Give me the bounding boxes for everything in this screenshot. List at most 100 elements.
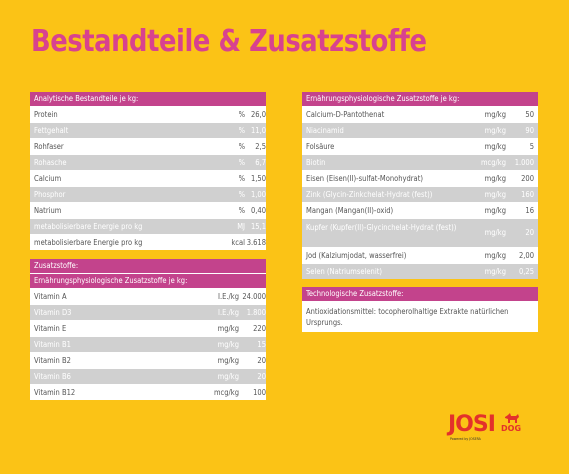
- table-row: Niacinamid mg/kg 90: [302, 123, 538, 139]
- table-row: Rohasche% 6,7: [30, 155, 266, 171]
- cell-value: 11,0: [250, 126, 266, 135]
- table-row: metabolisierbare Energie pro kg kcal 3.618: [30, 235, 266, 250]
- cell-value: 15,1: [250, 222, 266, 231]
- table-row: Jod (Kalziumjodat, wasserfrei) mg/kg 2,00: [302, 248, 538, 264]
- cell-value: 0,25: [518, 267, 534, 276]
- dog-icon: [505, 413, 519, 423]
- cell-value: 20: [257, 372, 266, 381]
- cell-unit: mg/kg: [484, 251, 506, 260]
- cell-unit: mcg/kg: [480, 158, 506, 167]
- cell-value: 3.618: [246, 238, 266, 247]
- table-row: Folsäure mg/kg 5: [302, 139, 538, 155]
- table-row: Vitamin B12 mcg/kg 100: [30, 385, 266, 400]
- logo-brand: JOSI: [448, 412, 496, 437]
- cell-unit: %: [238, 126, 245, 135]
- cell-unit: mg/kg: [217, 340, 239, 349]
- logo-sub: DOG: [501, 424, 522, 433]
- josi-dog-logo: JOSI DOG Powered by JOSERA: [448, 412, 521, 441]
- cell-unit: mg/kg: [484, 142, 506, 151]
- cell-name: Vitamin B6: [34, 372, 71, 381]
- cell-name: Zink (Glycin-Zinkchelat-Hydrat (fest)): [306, 190, 433, 199]
- table-row: Vitamin E mg/kg 220: [30, 321, 266, 337]
- cell-value: 0,40: [250, 206, 266, 215]
- table-row: Biotin mcg/kg 1.000: [302, 155, 538, 171]
- cell-value: 100: [253, 388, 266, 397]
- technological-header: Technologische Zusatzstoffe:: [302, 287, 538, 302]
- cell-unit: %: [238, 190, 245, 199]
- cell-value: 1,00: [250, 190, 266, 199]
- cell-value: 15: [257, 340, 266, 349]
- table-row: Vitamin B1 mg/kg 15: [30, 337, 266, 353]
- table-row: metabolisierbare Energie pro kg MJ 15,1: [30, 219, 266, 235]
- cell-unit: mg/kg: [217, 356, 239, 365]
- cell-name: Eisen (Eisen(II)-sulfat-Monohydrat): [306, 174, 423, 183]
- cell-unit: mg/kg: [484, 228, 506, 237]
- table-row: Kupfer (Kupfer(II)-Glycinchelat-Hydrat (…: [302, 219, 538, 248]
- cell-unit: mg/kg: [484, 267, 506, 276]
- table-row: Calcium-D-Pantothenat mg/kg 50: [302, 107, 538, 123]
- page-title: Bestandteile & Zusatzstoffe: [31, 24, 427, 59]
- cell-name: Folsäure: [306, 142, 335, 151]
- cell-unit: %: [238, 158, 245, 167]
- nutritional-panel: Ernährungsphysiologische Zusatzstoffe je…: [302, 92, 538, 279]
- cell-name: Kupfer (Kupfer(II)-Glycinchelat-Hydrat (…: [306, 223, 457, 232]
- table-row: Natrium% 0,40: [30, 203, 266, 219]
- cell-value: 1,50: [250, 174, 266, 183]
- cell-value: 16: [525, 206, 534, 215]
- cell-value: 26,0: [250, 110, 266, 119]
- cell-value: 50: [525, 110, 534, 119]
- cell-unit: mg/kg: [484, 174, 506, 183]
- cell-value: 1.000: [514, 158, 534, 167]
- cell-name: Calcium-D-Pantothenat: [306, 110, 385, 119]
- cell-name: metabolisierbare Energie pro kg: [34, 238, 143, 247]
- cell-name: Calcium: [34, 174, 62, 183]
- cell-unit: mg/kg: [484, 110, 506, 119]
- cell-unit: %: [238, 142, 245, 151]
- cell-value: 90: [525, 126, 534, 135]
- cell-value: 20: [525, 228, 534, 237]
- table-row: Vitamin B2 mg/kg 20: [30, 353, 266, 369]
- cell-name: metabolisierbare Energie pro kg: [34, 222, 143, 231]
- cell-name: Rohfaser: [34, 142, 64, 151]
- cell-name: Niacinamid: [306, 126, 344, 135]
- cell-unit: mg/kg: [217, 324, 239, 333]
- cell-unit: MJ: [237, 222, 245, 231]
- cell-unit: mg/kg: [484, 126, 506, 135]
- cell-value: 1.800: [246, 308, 266, 317]
- table-row: Vitamin D3 I.E./kg 1.800: [30, 305, 266, 321]
- nutritional-table: Calcium-D-Pantothenat mg/kg 50 Niacinamid mg…: [302, 107, 538, 279]
- cell-unit: %: [238, 110, 245, 119]
- cell-value: 5: [529, 142, 534, 151]
- cell-name: Vitamin B12: [34, 388, 76, 397]
- cell-name: Vitamin A: [34, 292, 67, 301]
- cell-unit: I.E./kg: [217, 292, 239, 301]
- cell-value: 220: [253, 324, 266, 333]
- table-row: Rohfaser% 2,5: [30, 139, 266, 155]
- cell-unit: %: [238, 206, 245, 215]
- cell-unit: mg/kg: [217, 372, 239, 381]
- analytical-header: Analytische Bestandteile je kg:: [30, 92, 266, 107]
- cell-value: 2,5: [255, 142, 266, 151]
- nutritional-header: Ernährungsphysiologische Zusatzstoffe je…: [302, 92, 538, 107]
- cell-unit: kcal: [231, 238, 245, 247]
- cell-value: 20: [257, 356, 266, 365]
- additives-table: Vitamin A I.E./kg 24.000 Vitamin D3 I.E./kg 1…: [30, 289, 266, 400]
- cell-name: Vitamin D3: [34, 308, 72, 317]
- cell-name: Natrium: [34, 206, 62, 215]
- additives-subheader: Ernährungsphysiologische Zusatzstoffe je…: [30, 274, 266, 289]
- table-row: Vitamin A I.E./kg 24.000: [30, 289, 266, 305]
- cell-value: 200: [521, 174, 534, 183]
- analytical-table: Protein% 26,0 Fettgehalt% 11,0 Rohfaser% 2,5 R…: [30, 107, 266, 250]
- table-row: Phosphor% 1,00: [30, 187, 266, 203]
- cell-name: Mangan (Mangan(II)-oxid): [306, 206, 394, 215]
- cell-unit: mg/kg: [484, 190, 506, 199]
- cell-name: Vitamin E: [34, 324, 67, 333]
- cell-unit: mg/kg: [484, 206, 506, 215]
- table-row: Selen (Natriumselenit) mg/kg 0,25: [302, 264, 538, 279]
- additives-header: Zusatzstoffe:: [30, 259, 266, 274]
- technological-panel: Technologische Zusatzstoffe: Antioxidati…: [302, 287, 538, 332]
- cell-name: Protein: [34, 110, 58, 119]
- cell-value: 160: [521, 190, 534, 199]
- cell-unit: I.E./kg: [217, 308, 239, 317]
- cell-value: 2,00: [518, 251, 534, 260]
